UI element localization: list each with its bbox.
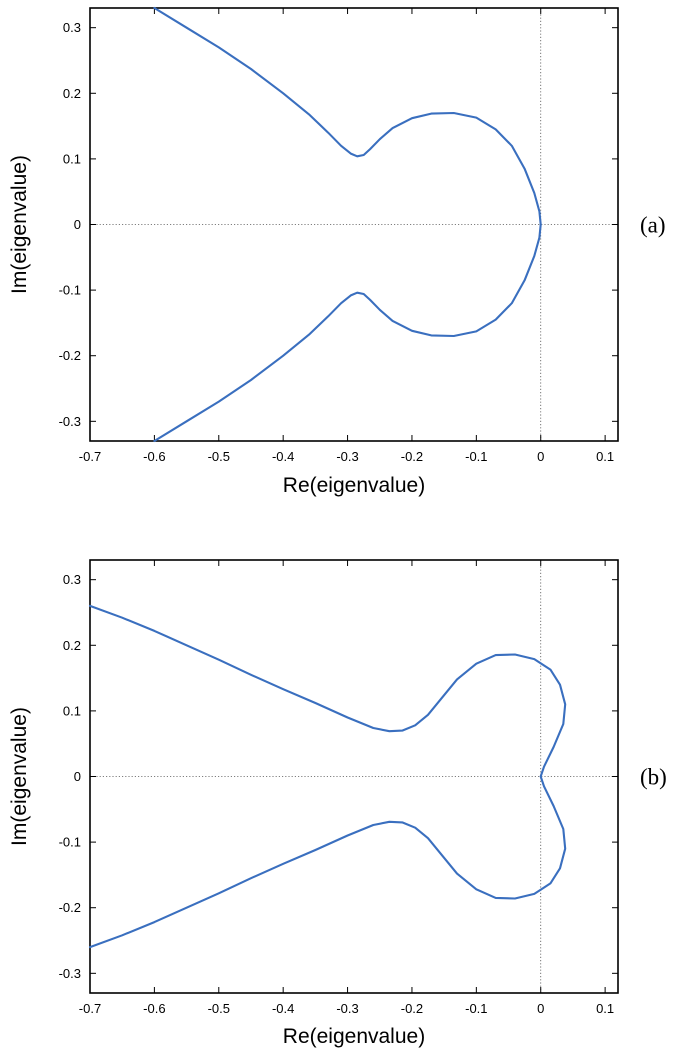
chart-0-y-tick-label: -0.2 [59,348,81,363]
chart-1-series-line-0 [88,604,567,949]
chart-0-y-tick-label: -0.3 [59,414,81,429]
chart-0-x-tick-label: 0.1 [596,449,614,464]
panel-b: -0.7 -0.6 -0.5 -0.4 -0.3 -0.2 -0.1 0 0.1 -0.3 -0.2… [8,559,667,1048]
chart-1-y-tick-label: -0.1 [59,835,81,850]
chart-1-y-tick-label: 0.3 [63,572,81,587]
chart-1-y-tick-label: 0.1 [63,703,81,718]
chart-1-x-tick-label: -0.5 [208,1001,230,1016]
chart-0-x-tick-label: -0.5 [208,449,230,464]
chart-0-x-axis-label: Re(eigenvalue) [283,474,425,497]
chart-1-y-axis-label: Im(eigenvalue) [8,707,31,846]
panel-a: -0.7 -0.6 -0.5 -0.4 -0.3 -0.2 -0.1 0 0.1 -0.3 -0.2… [8,6,666,497]
chart-0-panel-label: (a) [640,213,666,238]
chart-1-y-tick-label: -0.2 [59,900,81,915]
chart-0-y-tick-label: 0.1 [63,151,81,166]
chart-1-y-tick-label: 0.2 [63,638,81,653]
chart-0-x-tick-label: -0.6 [143,449,165,464]
chart-0-x-tick-label: -0.2 [401,449,423,464]
chart-0-x-tick-label: -0.3 [336,449,358,464]
chart-1-x-tick-label: -0.2 [401,1001,423,1016]
chart-1-panel-label: (b) [640,765,667,790]
chart-1-x-tick-label: -0.6 [143,1001,165,1016]
chart-1-x-axis-label: Re(eigenvalue) [283,1025,425,1048]
chart-0-y-tick-label: -0.1 [59,283,81,298]
chart-0-y-tick-label: 0 [74,217,81,232]
chart-0-x-tick-label: -0.7 [79,449,101,464]
chart-1-x-tick-label: -0.7 [79,1001,101,1016]
chart-0-y-tick-label: 0.3 [63,20,81,35]
chart-1-x-tick-label: -0.4 [272,1001,294,1016]
chart-0-x-tick-label: -0.4 [272,449,294,464]
chart-1-y-tick-label: -0.3 [59,966,81,981]
chart-0-series-line-0 [153,6,542,443]
chart-1-x-tick-label: 0.1 [596,1001,614,1016]
chart-1-x-tick-label: 0 [537,1001,544,1016]
chart-0-y-tick-label: 0.2 [63,86,81,101]
chart-0-x-tick-label: -0.1 [465,449,487,464]
chart-1-x-tick-label: -0.1 [465,1001,487,1016]
chart-0-y-axis-label: Im(eigenvalue) [8,155,31,294]
chart-1-x-tick-label: -0.3 [336,1001,358,1016]
chart-1-y-tick-label: 0 [74,769,81,784]
chart-0-x-tick-label: 0 [537,449,544,464]
